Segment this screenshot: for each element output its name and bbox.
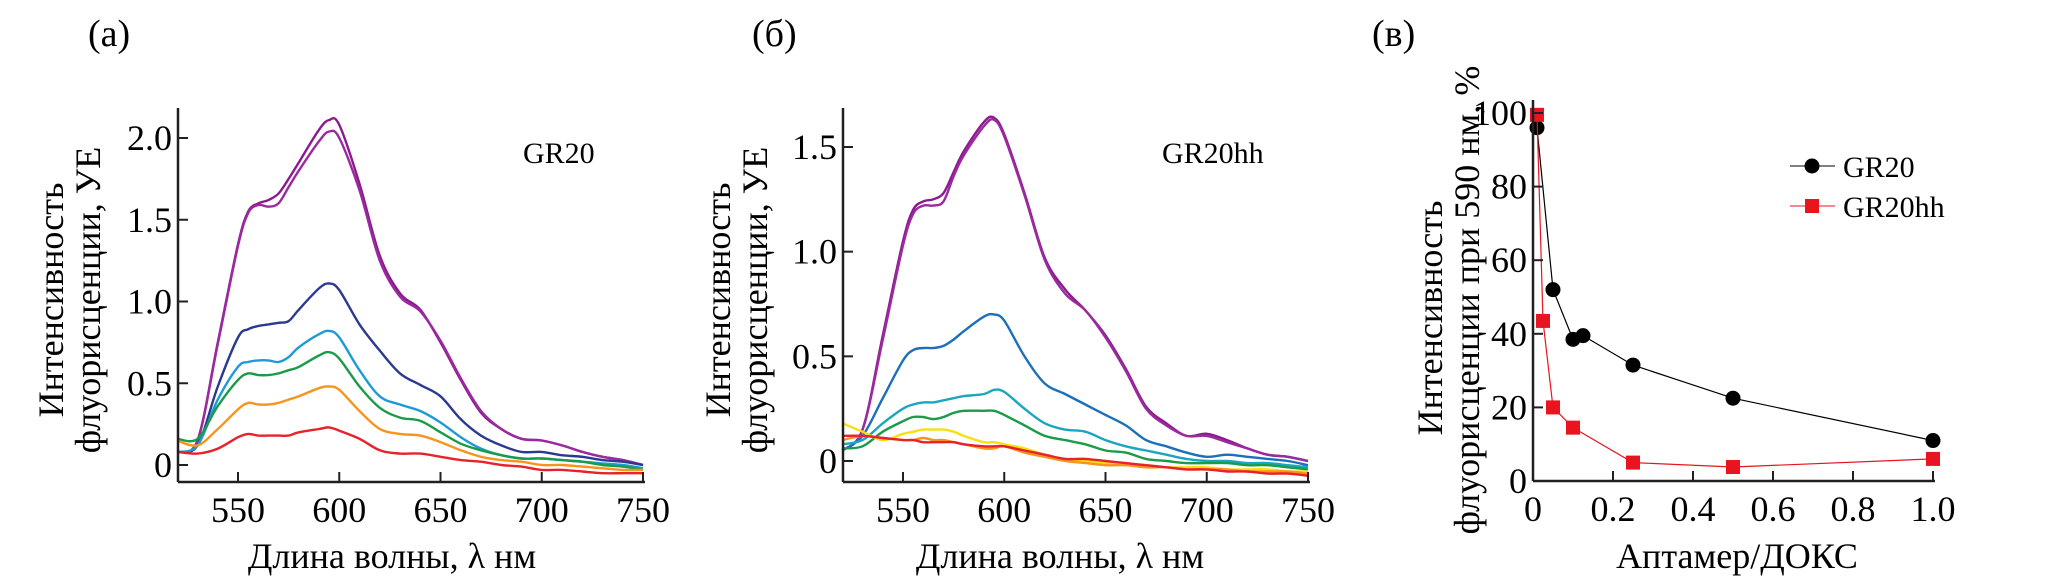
data-point-gr20hh [1926, 451, 1940, 466]
x-tick-label: 650 [1079, 490, 1133, 530]
panel-b-axes: 550 600 650 700 750 0 0.5 1.0 1.5 [792, 108, 1335, 530]
y-tick-label: 1.5 [792, 127, 837, 167]
y-tick-label: 0 [819, 441, 837, 481]
panel-a-x-axis-label: Длина волны, λ нм [248, 536, 536, 576]
x-tick-label: 600 [312, 490, 366, 530]
panel-a-axes: 550 600 650 700 750 0 0.5 1.0 1.5 2.0 [127, 108, 670, 530]
data-point-gr20hh [1536, 313, 1550, 328]
spectrum-line-purple-2 [841, 117, 1309, 463]
data-point-gr20 [1575, 328, 1591, 344]
spectrum-line-blue [841, 312, 1309, 467]
x-tick-label: 750 [1281, 490, 1335, 530]
panel-a-y-axis-label-line2: флуорисценции, УЕ [68, 147, 108, 454]
y-tick-label: 0.5 [127, 363, 172, 403]
x-tick-label: 700 [1180, 490, 1234, 530]
panel-v-legend: GR20 GR20hh [1790, 151, 1945, 224]
y-tick-label: 1.0 [127, 282, 172, 322]
panel-v-y-axis-label-line2: флуорисценции при 590 нм, % [1447, 66, 1487, 535]
x-tick-label: 0.4 [1671, 489, 1716, 529]
spectrum-line-teal [842, 388, 1309, 469]
y-tick-label: 2.0 [127, 118, 172, 158]
y-tick-label: 40 [1491, 314, 1527, 354]
legend-item-gr20: GR20 [1790, 151, 1915, 184]
x-tick-label: 0.8 [1831, 489, 1876, 529]
y-tick-label: 0.5 [792, 336, 837, 376]
x-tick-label: 750 [616, 490, 670, 530]
panel-v: (в) 0 0.2 0.4 0.6 0.8 1.0 0 20 40 60 80 100 Аптамер… [1372, 13, 1956, 576]
panel-v-axes: 0 0.2 0.4 0.6 0.8 1.0 0 20 40 60 80 100 [1473, 93, 1956, 529]
y-tick-label: 0 [1509, 461, 1527, 501]
panel-a: (a) GR20 550 600 650 700 750 0 0.5 1.0 1.5 2.0 Дл… [31, 13, 670, 576]
data-point-gr20 [1545, 282, 1561, 298]
panel-a-series [176, 117, 644, 475]
panel-b: (б) GR20hh 550 600 650 700 750 0 0.5 1.0 1.5 Дли… [698, 13, 1335, 576]
x-tick-label: 700 [515, 490, 569, 530]
data-point-gr20 [1925, 433, 1941, 449]
panel-b-label: (б) [752, 13, 797, 55]
spectrum-line-green [842, 409, 1309, 471]
x-tick-label: 600 [977, 490, 1031, 530]
panel-b-series [841, 115, 1309, 477]
data-point-gr20hh [1726, 460, 1740, 475]
x-tick-label: 0.6 [1751, 489, 1796, 529]
y-tick-label: 1.5 [127, 200, 172, 240]
panel-b-y-axis-label-line1: Интенсивность [698, 183, 738, 418]
x-tick-label: 550 [211, 490, 265, 530]
spectrum-line-red [177, 426, 643, 475]
y-tick-label: 20 [1491, 387, 1527, 427]
panel-v-series [1529, 107, 1941, 475]
panel-v-x-axis-label: Аптамер/ДОКС [1616, 536, 1858, 576]
data-point-gr20hh [1546, 400, 1560, 415]
x-tick-label: 0 [1524, 489, 1542, 529]
data-point-gr20 [1725, 390, 1741, 406]
spectrum-line-light-blue [176, 329, 644, 470]
legend-item-gr20hh: GR20hh [1790, 191, 1945, 224]
spectrum-line-orange [176, 385, 644, 472]
y-tick-label: 100 [1473, 93, 1527, 133]
panel-v-y-axis-label-line1: Интенсивность [1410, 201, 1450, 436]
data-point-gr20hh [1566, 420, 1580, 435]
x-tick-label: 0.2 [1591, 489, 1636, 529]
panel-a-annotation: GR20 [523, 137, 595, 170]
legend-marker-gr20 [1804, 158, 1820, 174]
y-tick-label: 1.0 [792, 232, 837, 272]
spectrum-line-red [842, 434, 1309, 477]
spectrum-line-green [177, 350, 644, 472]
panel-v-label: (в) [1372, 13, 1415, 55]
spectrum-line-purple-1 [176, 117, 644, 467]
y-tick-label: 60 [1491, 240, 1527, 280]
x-tick-label: 550 [876, 490, 930, 530]
panel-b-annotation: GR20hh [1162, 137, 1264, 170]
y-tick-label: 0 [154, 445, 172, 485]
spectrum-line-purple-2 [176, 129, 644, 467]
panel-a-label: (a) [88, 13, 130, 55]
panel-b-x-axis-label: Длина волны, λ нм [916, 536, 1204, 576]
legend-marker-gr20hh [1805, 199, 1819, 213]
y-tick-label: 80 [1491, 167, 1527, 207]
panel-b-y-axis-label-line2: флуорисценции, УЕ [735, 147, 775, 454]
x-tick-label: 650 [414, 490, 468, 530]
legend-label-gr20: GR20 [1843, 151, 1915, 184]
spectrum-line-navy [176, 282, 644, 467]
panel-a-y-axis-label-line1: Интенсивность [31, 183, 71, 418]
legend-label-gr20hh: GR20hh [1843, 191, 1945, 224]
data-point-gr20 [1625, 357, 1641, 373]
data-point-gr20hh [1626, 455, 1640, 470]
x-tick-label: 1.0 [1911, 489, 1956, 529]
